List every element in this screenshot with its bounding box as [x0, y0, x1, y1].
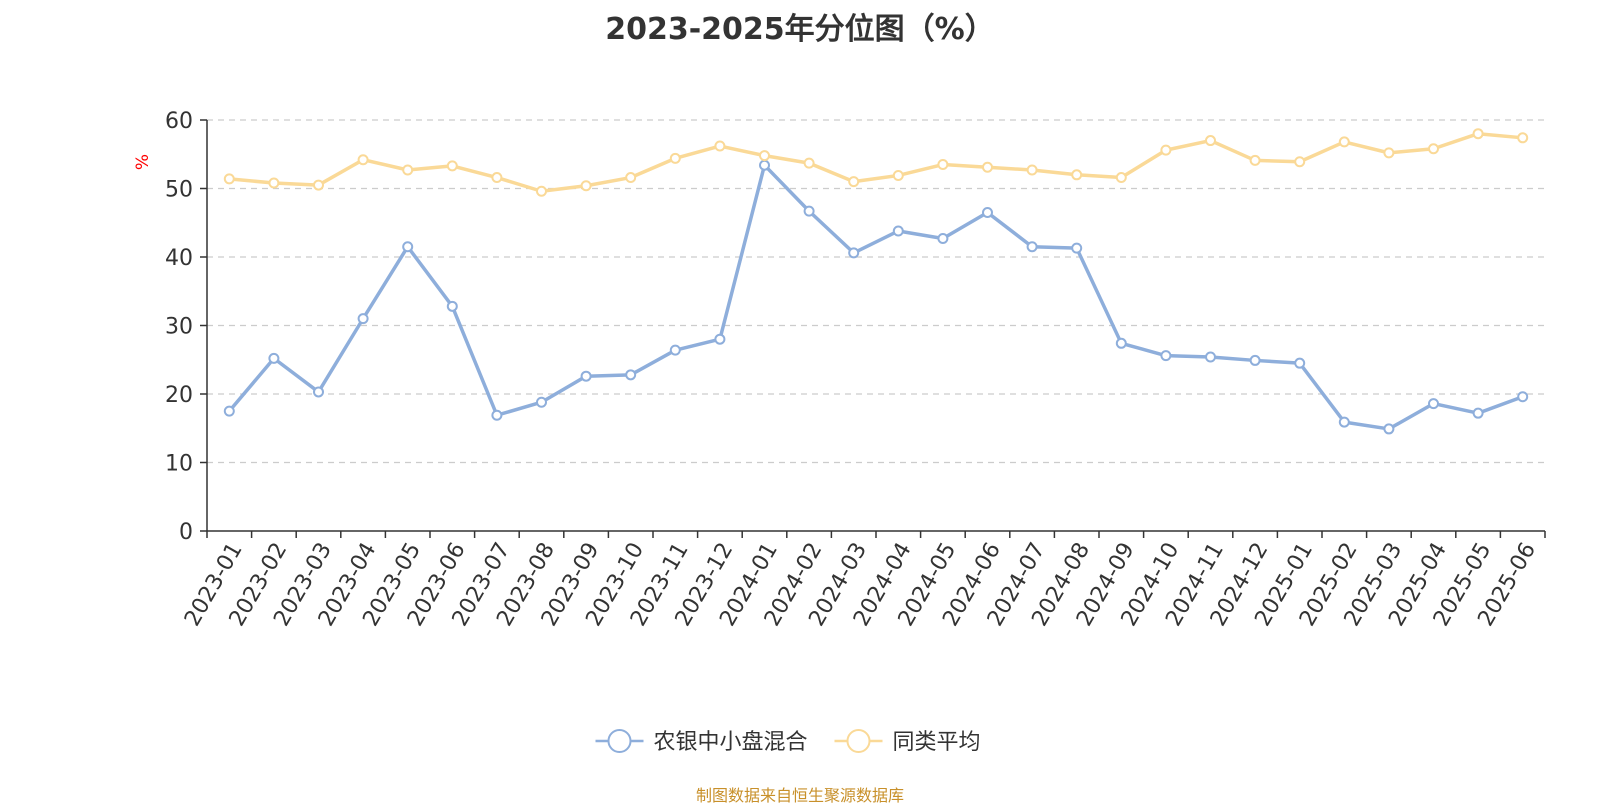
- data-point[interactable]: [714, 333, 726, 345]
- legend-item[interactable]: 同类平均: [834, 729, 981, 755]
- data-point[interactable]: [937, 233, 949, 245]
- data-point[interactable]: [1517, 391, 1529, 403]
- series-0: [223, 159, 1529, 435]
- data-point[interactable]: [1160, 350, 1172, 362]
- data-point[interactable]: [268, 352, 280, 364]
- legend-item[interactable]: 农银中小盘混合: [595, 729, 808, 755]
- data-point[interactable]: [625, 172, 637, 184]
- legend-label: 农银中小盘混合: [654, 730, 808, 755]
- data-point[interactable]: [1205, 135, 1216, 147]
- legend-label: 同类平均: [893, 730, 981, 755]
- data-point[interactable]: [714, 140, 726, 152]
- y-axis-label: %: [133, 154, 153, 170]
- data-point[interactable]: [1160, 144, 1172, 156]
- y-tick-label: 10: [165, 452, 193, 477]
- legend[interactable]: 农银中小盘混合 同类平均: [595, 729, 981, 755]
- data-point[interactable]: [1249, 154, 1261, 166]
- data-point[interactable]: [268, 177, 280, 189]
- data-point[interactable]: [580, 180, 592, 192]
- data-point[interactable]: [892, 225, 904, 237]
- data-point[interactable]: [625, 369, 637, 381]
- data-point[interactable]: [1472, 407, 1484, 419]
- data-point[interactable]: [1517, 132, 1529, 144]
- data-point[interactable]: [848, 176, 860, 188]
- y-tick-label: 0: [179, 520, 193, 545]
- data-point[interactable]: [446, 160, 458, 172]
- data-point[interactable]: [1294, 156, 1306, 168]
- series-1: [223, 128, 1529, 197]
- data-point[interactable]: [357, 313, 369, 325]
- data-point[interactable]: [892, 169, 904, 181]
- data-point[interactable]: [1338, 136, 1350, 148]
- y-tick-label: 50: [165, 178, 193, 203]
- data-point[interactable]: [937, 159, 949, 171]
- y-tick-label: 30: [165, 315, 193, 340]
- data-point[interactable]: [402, 164, 414, 176]
- data-point[interactable]: [491, 409, 503, 421]
- series-line: [229, 131, 1523, 193]
- data-point[interactable]: [1428, 398, 1439, 410]
- data-point[interactable]: [1071, 242, 1083, 254]
- legend-marker-icon: [607, 729, 632, 753]
- y-tick-label: 20: [165, 383, 193, 408]
- source-note: 制图数据来自恒生聚源数据库: [695, 786, 904, 805]
- data-point[interactable]: [1383, 147, 1395, 159]
- data-point[interactable]: [1383, 423, 1395, 435]
- data-point[interactable]: [1472, 128, 1484, 140]
- series-line: [227, 163, 1524, 431]
- data-point[interactable]: [536, 396, 547, 408]
- data-point[interactable]: [1026, 164, 1038, 176]
- data-point[interactable]: [446, 300, 458, 312]
- data-point[interactable]: [1205, 351, 1216, 363]
- y-tick-label: 60: [165, 109, 193, 134]
- data-point[interactable]: [357, 154, 369, 166]
- data-point[interactable]: [982, 206, 993, 218]
- data-point[interactable]: [1115, 337, 1127, 349]
- data-point[interactable]: [982, 161, 993, 173]
- data-point[interactable]: [1428, 143, 1439, 155]
- legend-marker-icon: [846, 729, 871, 753]
- chart-title: 2023-2025年分位图（%）: [605, 12, 995, 47]
- data-point[interactable]: [313, 386, 324, 398]
- data-point[interactable]: [536, 185, 547, 197]
- data-point[interactable]: [669, 152, 681, 164]
- data-point[interactable]: [848, 247, 860, 259]
- data-point[interactable]: [759, 150, 770, 162]
- axes: 01020304050602023-012023-022023-032023-0…: [165, 109, 1546, 631]
- data-point[interactable]: [1249, 354, 1261, 366]
- data-point[interactable]: [803, 157, 815, 169]
- data-point[interactable]: [223, 173, 235, 185]
- data-point[interactable]: [580, 370, 592, 382]
- data-point[interactable]: [1115, 172, 1127, 184]
- data-point[interactable]: [491, 172, 503, 184]
- series-lines: [223, 128, 1529, 435]
- data-point[interactable]: [1071, 169, 1083, 181]
- data-point[interactable]: [669, 344, 681, 356]
- data-point[interactable]: [1338, 416, 1350, 428]
- y-tick-label: 40: [165, 246, 193, 271]
- data-point[interactable]: [759, 159, 770, 171]
- data-point[interactable]: [803, 205, 815, 217]
- data-point[interactable]: [223, 405, 235, 417]
- data-point[interactable]: [313, 179, 324, 191]
- data-point[interactable]: [1026, 241, 1038, 253]
- data-point[interactable]: [402, 241, 414, 253]
- data-point[interactable]: [1294, 357, 1306, 369]
